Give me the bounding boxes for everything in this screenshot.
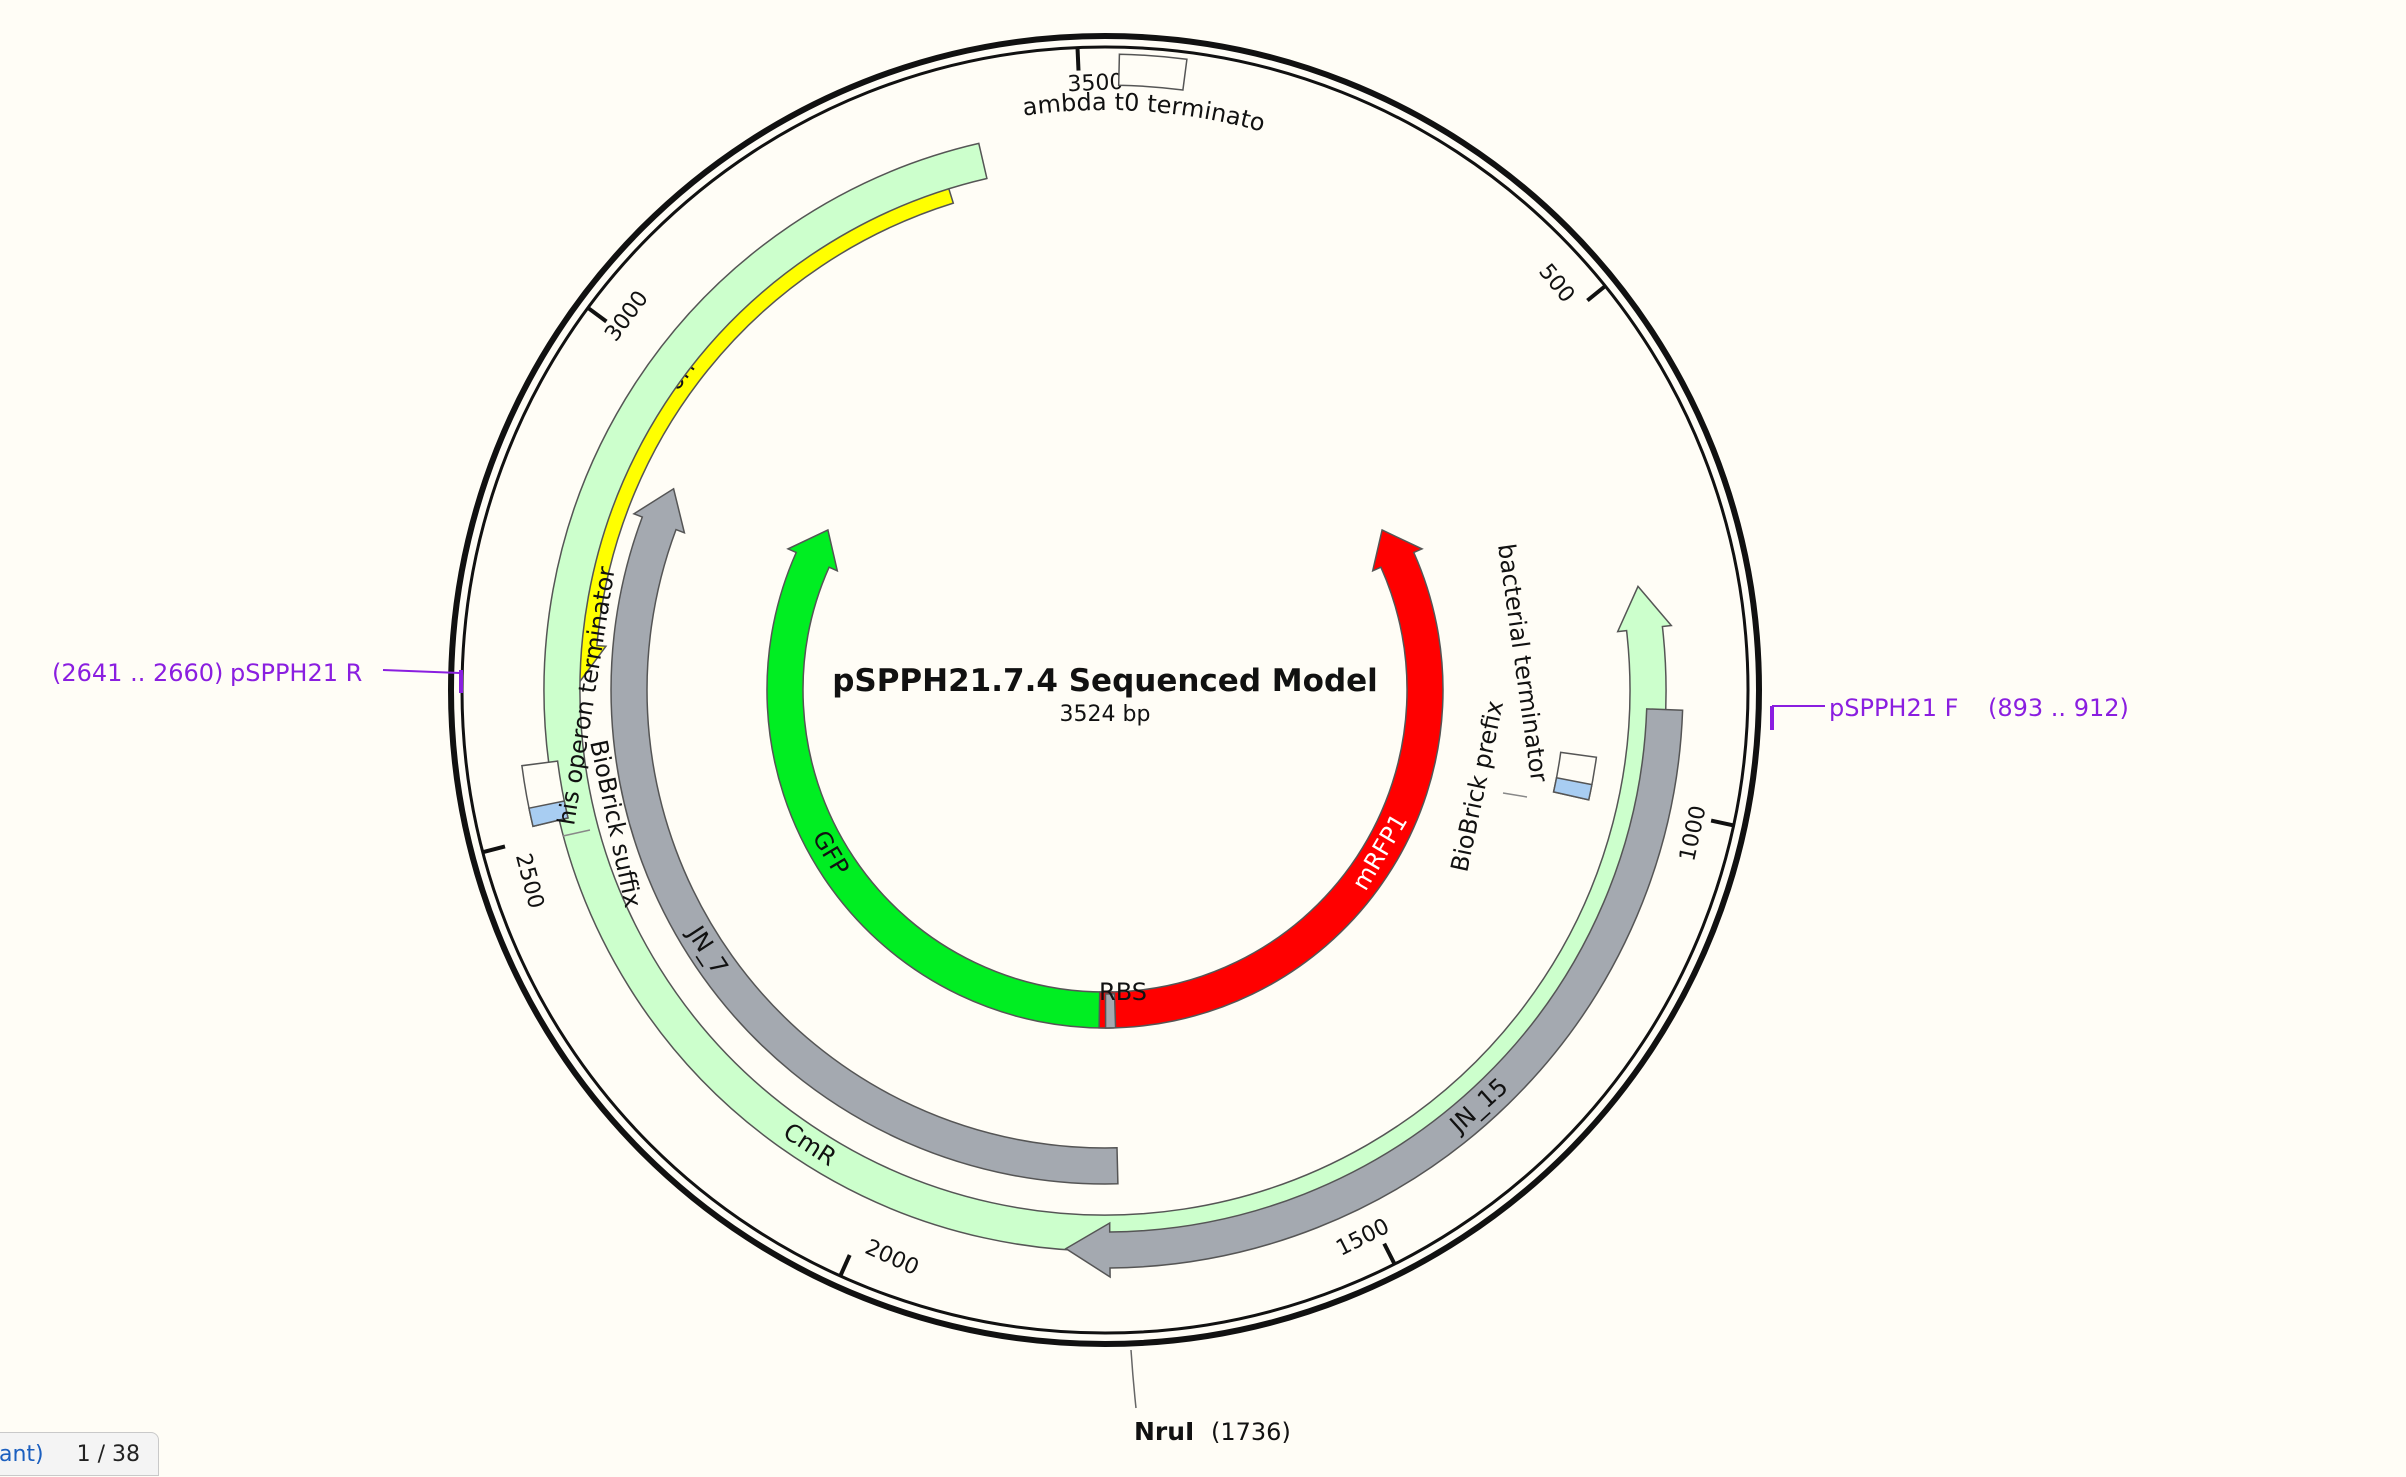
primer-reverse-name: pSPPH21 R	[230, 659, 362, 687]
feature-mrfp1[interactable]: mRFP1	[1098, 528, 1444, 1029]
page-tab-counter: 1 / 38	[76, 1442, 141, 1467]
tick-label: 3500	[1067, 70, 1124, 97]
tick-mark	[482, 844, 506, 855]
page-tab[interactable]: ant) 1 / 38	[0, 1432, 160, 1476]
plasmid-length: 3524 bp	[1060, 702, 1151, 727]
primer-reverse-range: (2641 .. 2660)	[52, 659, 223, 687]
plasmid-title: pSPPH21.7.4 Sequenced Model	[832, 663, 1378, 699]
backbone-outer-ring	[448, 33, 1762, 1347]
primer-forward-name: pSPPH21 F	[1829, 694, 1958, 722]
primer-reverse[interactable]: (2641 .. 2660) pSPPH21 R	[52, 659, 463, 693]
feature-arrow[interactable]	[1064, 708, 1684, 1279]
primer-reverse-leader	[382, 669, 461, 674]
rbs-block[interactable]	[1104, 993, 1117, 1029]
tick-mark	[586, 306, 608, 324]
feature-arrow[interactable]	[1098, 528, 1444, 1029]
page-tab-variant[interactable]: ant)	[0, 1442, 44, 1467]
feature-rbs[interactable]: RBS	[1099, 978, 1147, 1029]
tick-label: 2500	[510, 851, 548, 911]
tick-mark	[1382, 1242, 1397, 1266]
enzyme-nrui-name: NruI	[1134, 1417, 1194, 1446]
primer-forward[interactable]: pSPPH21 F (893 .. 912)	[1770, 694, 2129, 730]
tick-label: 2000	[861, 1235, 922, 1281]
biobrick-prefix-box[interactable]	[1552, 776, 1593, 801]
primer-forward-range: (893 .. 912)	[1988, 694, 2129, 722]
enzyme-nrui-position: (1736)	[1211, 1418, 1291, 1446]
tick-label: 3000	[600, 286, 653, 346]
feature-bacterial-terminator[interactable]: bacterial terminator BioBrick prefix	[1445, 542, 1598, 874]
tick-mark	[1586, 284, 1607, 303]
feature-label-bacterial-terminator: bacterial terminator	[1492, 542, 1553, 784]
bacterial-terminator-leader	[1502, 792, 1528, 798]
tick-label: 1000	[1675, 803, 1711, 863]
feature-jn-7[interactable]: JN_7	[610, 487, 1119, 1185]
feature-label-rbs: RBS	[1099, 978, 1147, 1006]
tick-mark	[1710, 818, 1735, 828]
biobrick-suffix-box[interactable]	[528, 800, 569, 828]
feature-gfp[interactable]: GFP	[766, 528, 1115, 1029]
lambda-t0-box[interactable]	[1117, 53, 1188, 91]
feature-arrow[interactable]	[766, 528, 1115, 1029]
feature-arrow[interactable]	[610, 487, 1119, 1185]
tick-label: 500	[1533, 259, 1579, 307]
feature-label-biobrick-prefix: BioBrick prefix	[1445, 698, 1509, 874]
enzyme-nrui-leader	[1130, 1349, 1137, 1409]
tick-mark	[838, 1254, 852, 1277]
tick-label: 1500	[1332, 1214, 1393, 1262]
enzyme-nrui[interactable]: NruI (1736)	[1130, 1349, 1291, 1446]
tick-mark	[1075, 47, 1081, 71]
his-operon-leader	[562, 829, 591, 837]
